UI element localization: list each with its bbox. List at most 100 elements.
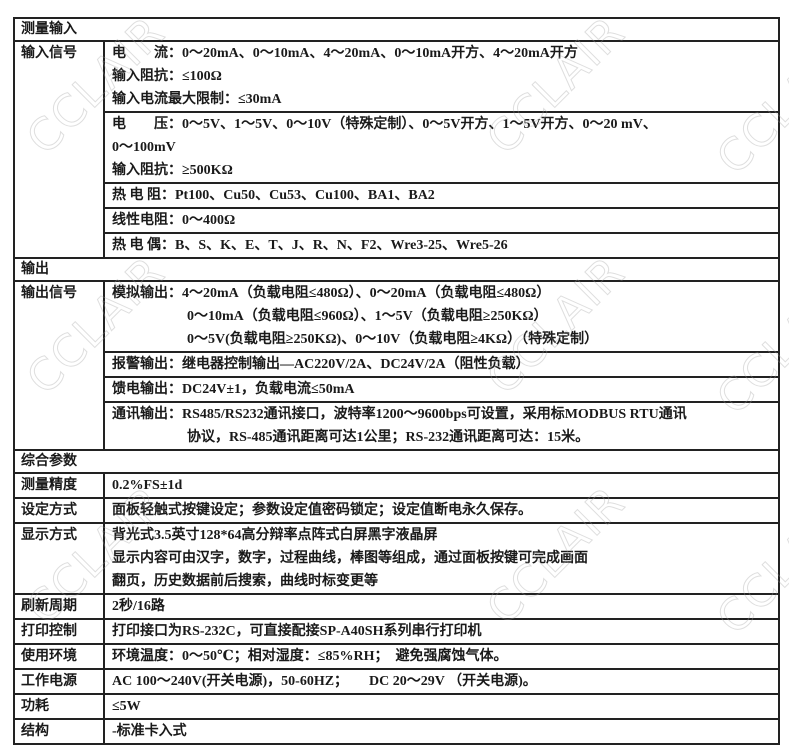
value-line: 0.2%FS±1d <box>112 474 778 497</box>
row-value: -标准卡入式 <box>105 720 778 743</box>
value-line: 热 电 偶：B、S、K、E、T、J、R、N、F2、Wre3-25、Wre5-26 <box>112 234 778 257</box>
value-block: 2秒/16路 <box>105 595 778 618</box>
row-label: 设定方式 <box>15 499 105 522</box>
row-value: 2秒/16路 <box>105 595 778 618</box>
table-row: 输入信号电 流：0～20mA、0～10mA、4～20mA、0～10mA开方、4～… <box>15 40 778 257</box>
value-text: 2秒/16路 <box>112 599 165 614</box>
row-value: 打印接口为RS-232C，可直接配接SP-A40SH系列串行打印机 <box>105 620 778 643</box>
table-row: 显示方式 背光式3.5英寸128*64高分辩率点阵式白屏黑字液晶屏显示内容可由汉字… <box>15 522 778 593</box>
value-line: 环境温度：0～50℃；相对湿度：≤85%RH； 避免强腐蚀气体。 <box>112 645 778 668</box>
value-line: 输入阻抗：≥500KΩ <box>112 159 778 182</box>
row-value: 背光式3.5英寸128*64高分辩率点阵式白屏黑字液晶屏显示内容可由汉字，数字，… <box>105 524 778 593</box>
table-row: 工作电源 AC 100～240V(开关电源)，50-60HZ； DC 20～29V… <box>15 668 778 693</box>
value-block: 通讯输出：RS485/RS232通讯接口，波特率1200～9600bps可设置，… <box>105 401 778 449</box>
row-label: 使用环境 <box>15 645 105 668</box>
value-text: 热 电 阻：Pt100、Cu50、Cu53、Cu100、BA1、BA2 <box>112 188 435 203</box>
value-text: RS485/RS232通讯接口，波特率1200～9600bps可设置，采用标MO… <box>182 407 687 422</box>
value-text: 0～10mA（负载电阻≤960Ω）、1～5V（负载电阻≥250KΩ） <box>187 309 548 324</box>
table-row: 输出信号 模拟输出：4～20mA（负载电阻≤480Ω）、0～20mA（负载电阻≤4… <box>15 280 778 449</box>
value-text: 输入阻抗：≤100Ω <box>112 69 222 84</box>
value-block: 报警输出：继电器控制输出—AC220V/2A、DC24V/2A（阻性负载） <box>105 351 778 376</box>
table-row: 打印控制 打印接口为RS-232C，可直接配接SP-A40SH系列串行打印机 <box>15 618 778 643</box>
value-block: 环境温度：0～50℃；相对湿度：≤85%RH； 避免强腐蚀气体。 <box>105 645 778 668</box>
value-text: 报警输出：继电器控制输出—AC220V/2A、DC24V/2A（阻性负载） <box>112 357 530 372</box>
value-text: 4～20mA（负载电阻≤480Ω）、0～20mA（负载电阻≤480Ω） <box>182 286 551 301</box>
value-block: 电 流：0～20mA、0～10mA、4～20mA、0～10mA开方、4～20mA… <box>105 42 778 111</box>
value-line: 热 电 阻：Pt100、Cu50、Cu53、Cu100、BA1、BA2 <box>112 184 778 207</box>
value-line: 面板轻触式按键设定；参数设定值密码锁定；设定值断电永久保存。 <box>112 499 778 522</box>
value-block: AC 100～240V(开关电源)，50-60HZ； DC 20～29V （开关… <box>105 670 778 693</box>
value-text: 热 电 偶：B、S、K、E、T、J、R、N、F2、Wre3-25、Wre5-26 <box>112 238 508 253</box>
value-line: 模拟输出：4～20mA（负载电阻≤480Ω）、0～20mA（负载电阻≤480Ω） <box>112 282 778 305</box>
section-header: 综合参数 <box>15 449 778 472</box>
value-block: 馈电输出：DC24V±1，负载电流≤50mA <box>105 376 778 401</box>
value-text: 电 压：0～5V、1～5V、0～10V（特殊定制）、0～5V开方、1～5V开方、… <box>112 117 657 132</box>
section-header: 测量输入 <box>21 22 77 37</box>
value-line: 报警输出：继电器控制输出—AC220V/2A、DC24V/2A（阻性负载） <box>112 353 778 376</box>
table-row: 使用环境 环境温度：0～50℃；相对湿度：≤85%RH； 避免强腐蚀气体。 <box>15 643 778 668</box>
value-text: 环境温度：0～50℃；相对湿度：≤85%RH； 避免强腐蚀气体。 <box>112 649 508 664</box>
value-block: 热 电 偶：B、S、K、E、T、J、R、N、F2、Wre3-25、Wre5-26 <box>105 232 778 257</box>
row-label: 输入信号 <box>15 42 105 257</box>
value-text: 打印接口为RS-232C，可直接配接SP-A40SH系列串行打印机 <box>112 624 482 639</box>
row-value: 模拟输出：4～20mA（负载电阻≤480Ω）、0～20mA（负载电阻≤480Ω）… <box>105 282 778 449</box>
value-text: -标准卡入式 <box>112 724 187 739</box>
table-row: 测量精度 0.2%FS±1d <box>15 472 778 497</box>
value-line: 电 压：0～5V、1～5V、0～10V（特殊定制）、0～5V开方、1～5V开方、… <box>112 113 778 136</box>
value-block: 打印接口为RS-232C，可直接配接SP-A40SH系列串行打印机 <box>105 620 778 643</box>
section-header: 输出 <box>15 257 778 280</box>
value-line: 输入电流最大限制：≤30mA <box>112 88 778 111</box>
value-line: 背光式3.5英寸128*64高分辩率点阵式白屏黑字液晶屏 <box>112 524 778 547</box>
row-value: 电 流：0～20mA、0～10mA、4～20mA、0～10mA开方、4～20mA… <box>105 42 778 257</box>
row-value: 0.2%FS±1d <box>105 474 778 497</box>
spec-table: 测量输入输入信号电 流：0～20mA、0～10mA、4～20mA、0～10mA开… <box>13 17 780 745</box>
value-block: -标准卡入式 <box>105 720 778 743</box>
value-block: 热 电 阻：Pt100、Cu50、Cu53、Cu100、BA1、BA2 <box>105 182 778 207</box>
value-line: 电 流：0～20mA、0～10mA、4～20mA、0～10mA开方、4～20mA… <box>112 42 778 65</box>
value-line: ≤5W <box>112 695 778 718</box>
value-text: 面板轻触式按键设定；参数设定值密码锁定；设定值断电永久保存。 <box>112 503 532 518</box>
value-text: 输入电流最大限制：≤30mA <box>112 92 282 107</box>
value-text: ≤5W <box>112 699 141 714</box>
row-label: 功耗 <box>15 695 105 718</box>
row-label: 测量精度 <box>15 474 105 497</box>
value-text: 显示内容可由汉字，数字，过程曲线，棒图等组成，通过面板按键可完成画面 <box>112 551 588 566</box>
value-text: 输入阻抗：≥500KΩ <box>112 163 233 178</box>
row-label: 打印控制 <box>15 620 105 643</box>
value-text: 0～5V(负载电阻≥250KΩ)、0～10V（负载电阻≥4KΩ）（特殊定制） <box>187 332 599 347</box>
value-line: 通讯输出：RS485/RS232通讯接口，波特率1200～9600bps可设置，… <box>112 403 778 426</box>
value-text: 背光式3.5英寸128*64高分辩率点阵式白屏黑字液晶屏 <box>112 528 438 543</box>
row-value: AC 100～240V(开关电源)，50-60HZ； DC 20～29V （开关… <box>105 670 778 693</box>
value-text: 电 流：0～20mA、0～10mA、4～20mA、0～10mA开方、4～20mA… <box>112 46 578 61</box>
value-line: AC 100～240V(开关电源)，50-60HZ； DC 20～29V （开关… <box>112 670 778 693</box>
row-label: 输出信号 <box>15 282 105 449</box>
value-block: 电 压：0～5V、1～5V、0～10V（特殊定制）、0～5V开方、1～5V开方、… <box>105 111 778 182</box>
value-text: 协议，RS-485通讯距离可达1公里；RS-232通讯距离可达：15米。 <box>187 430 590 445</box>
value-line: 2秒/16路 <box>112 595 778 618</box>
table-row: 刷新周期 2秒/16路 <box>15 593 778 618</box>
table-row: 设定方式 面板轻触式按键设定；参数设定值密码锁定；设定值断电永久保存。 <box>15 497 778 522</box>
row-label: 显示方式 <box>15 524 105 593</box>
table-row: 功耗 ≤5W <box>15 693 778 718</box>
value-line: 0～5V(负载电阻≥250KΩ)、0～10V（负载电阻≥4KΩ）（特殊定制） <box>112 328 778 351</box>
row-label: 刷新周期 <box>15 595 105 618</box>
value-text: 翻页，历史数据前后搜索，曲线时标变更等 <box>112 574 378 589</box>
value-line: 协议，RS-485通讯距离可达1公里；RS-232通讯距离可达：15米。 <box>112 426 778 449</box>
value-block: 模拟输出：4～20mA（负载电阻≤480Ω）、0～20mA（负载电阻≤480Ω）… <box>105 282 778 351</box>
value-lead: 模拟输出： <box>112 286 182 301</box>
value-block: 线性电阻：0～400Ω <box>105 207 778 232</box>
row-label: 工作电源 <box>15 670 105 693</box>
value-line: 馈电输出：DC24V±1，负载电流≤50mA <box>112 378 778 401</box>
value-block: ≤5W <box>105 695 778 718</box>
value-lead: 通讯输出： <box>112 407 182 422</box>
value-line: 输入阻抗：≤100Ω <box>112 65 778 88</box>
value-block: 面板轻触式按键设定；参数设定值密码锁定；设定值断电永久保存。 <box>105 499 778 522</box>
row-label: 结构 <box>15 720 105 743</box>
value-block: 背光式3.5英寸128*64高分辩率点阵式白屏黑字液晶屏显示内容可由汉字，数字，… <box>105 524 778 593</box>
value-text: 0～100mV <box>112 140 176 155</box>
value-block: 0.2%FS±1d <box>105 474 778 497</box>
row-value: 环境温度：0～50℃；相对湿度：≤85%RH； 避免强腐蚀气体。 <box>105 645 778 668</box>
value-text: AC 100～240V(开关电源)，50-60HZ； DC 20～29V （开关… <box>112 674 537 689</box>
row-value: ≤5W <box>105 695 778 718</box>
value-text: 馈电输出：DC24V±1，负载电流≤50mA <box>112 382 355 397</box>
